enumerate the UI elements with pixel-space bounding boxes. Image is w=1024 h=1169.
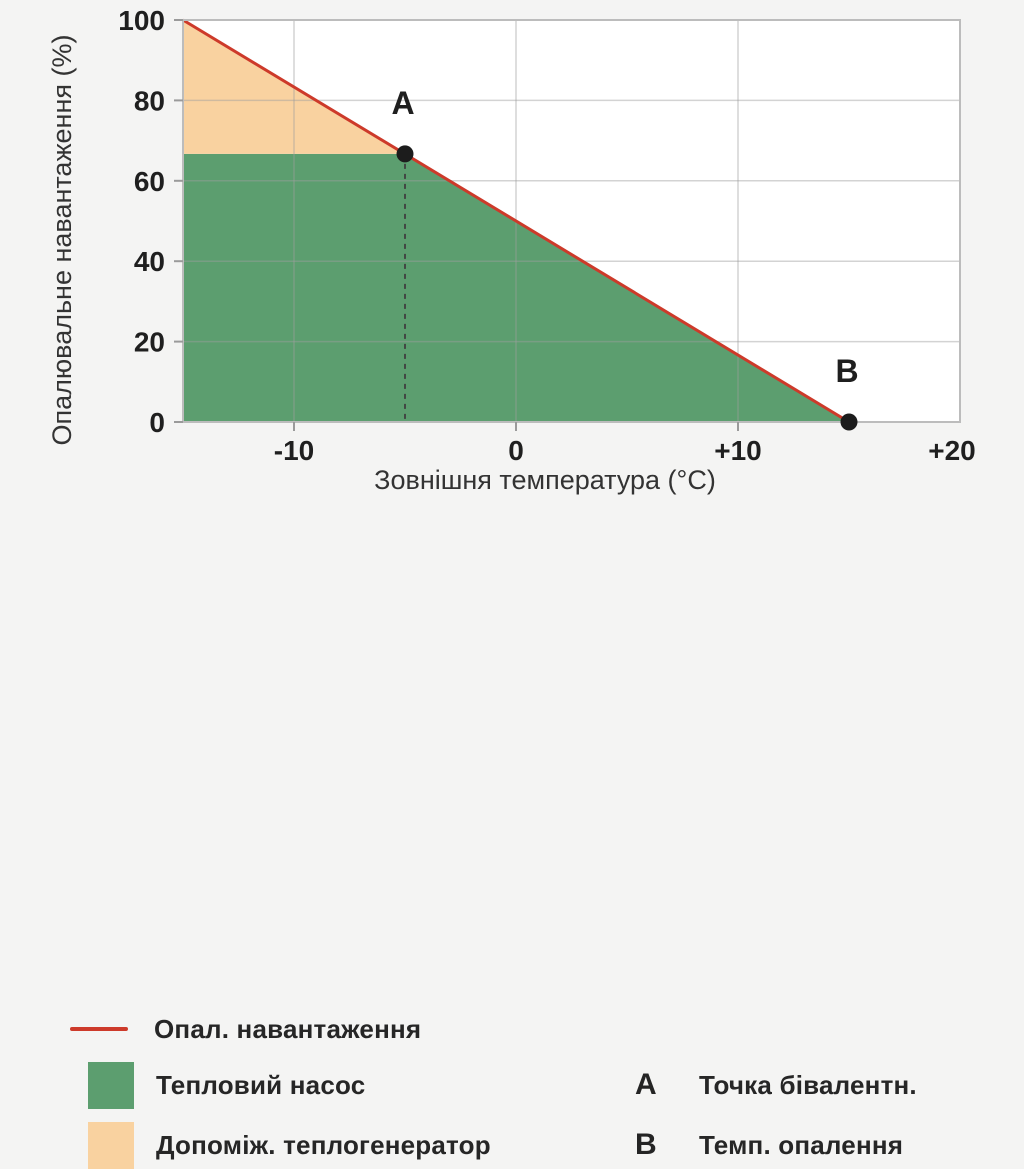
x-tick-label: -10 bbox=[274, 435, 314, 466]
plot-border bbox=[182, 19, 961, 423]
y-tick-label: 20 bbox=[134, 327, 165, 358]
aux-generator-swatch bbox=[88, 1121, 134, 1169]
y-tick-label: 0 bbox=[149, 407, 165, 438]
chart-legend: Опал. навантаження Тепловий насос Допомі… bbox=[0, 500, 1024, 1169]
point-b-label: B bbox=[835, 353, 858, 389]
point-b-dot bbox=[840, 413, 858, 431]
legend-label-aux-generator: Допоміж. теплогенератор bbox=[156, 1129, 491, 1160]
area-heat-pump bbox=[183, 153, 849, 422]
y-tick-label: 40 bbox=[134, 246, 165, 277]
x-axis-title: Зовнішня температура (°С) bbox=[374, 465, 716, 495]
point-a-label: A bbox=[391, 85, 414, 121]
x-tick-label: +20 bbox=[928, 435, 976, 466]
point-a-symbol: A bbox=[635, 1068, 657, 1101]
x-tick-label: 0 bbox=[508, 435, 524, 466]
y-tick-label: 60 bbox=[134, 166, 165, 197]
y-tick-label: 80 bbox=[134, 85, 165, 116]
bivalence-chart: A B -10 0 +10 +20 0 20 40 60 80 100 Зовнішня темпера… bbox=[47, 5, 976, 495]
legend-label-heat-pump: Тепловий насос bbox=[156, 1069, 366, 1100]
legend-item-aux-generator: Допоміж. теплогенератор bbox=[88, 1121, 491, 1169]
legend-item-point-b: B Темп. опалення bbox=[635, 1122, 903, 1168]
y-tick-label: 100 bbox=[118, 5, 165, 36]
point-b-symbol: B bbox=[635, 1128, 657, 1161]
heat-pump-swatch bbox=[88, 1061, 134, 1109]
legend-label-point-a: Точка бівалентн. bbox=[699, 1069, 917, 1100]
legend-item-heating-load: Опал. навантаження bbox=[70, 1006, 421, 1052]
heating-load-line bbox=[182, 18, 850, 424]
point-a-dot bbox=[396, 145, 414, 163]
x-tick-label: +10 bbox=[714, 435, 762, 466]
legend-item-heat-pump: Тепловий насос bbox=[88, 1061, 366, 1109]
bivalence-chart-page: A B -10 0 +10 +20 0 20 40 60 80 100 Зовнішня темпера… bbox=[0, 5, 1024, 1169]
y-axis-title: Опалювальне навантаження (%) bbox=[47, 35, 77, 446]
legend-label-point-b: Темп. опалення bbox=[699, 1129, 904, 1160]
legend-label-heating-load: Опал. навантаження bbox=[154, 1013, 422, 1044]
legend-item-point-a: A Точка бівалентн. bbox=[635, 1062, 917, 1108]
heating-load-line-swatch bbox=[70, 1027, 128, 1031]
